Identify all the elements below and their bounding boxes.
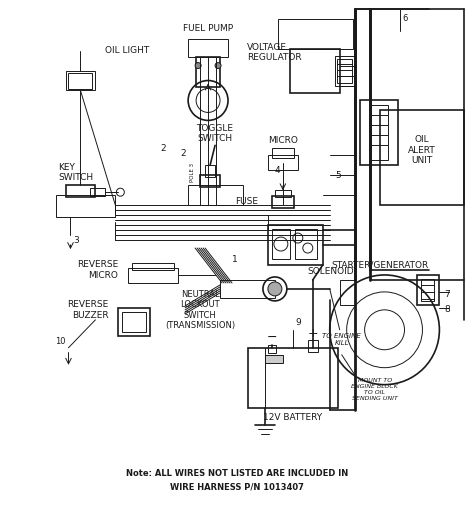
Bar: [91, 188, 105, 196]
Bar: [205, 165, 215, 177]
Bar: [188, 185, 243, 205]
Text: −: −: [267, 332, 277, 344]
Text: MOUNT TO
ENGINE BLOCK
TO OIL
SENDING UNIT: MOUNT TO ENGINE BLOCK TO OIL SENDING UNI…: [351, 379, 398, 401]
Text: KEY
SWITCH: KEY SWITCH: [58, 163, 94, 182]
Text: STARTER/GENERATOR: STARTER/GENERATOR: [331, 261, 428, 269]
Bar: [265, 355, 283, 363]
Text: REVERSE
MICRO: REVERSE MICRO: [77, 260, 118, 280]
Text: 3: 3: [73, 236, 79, 244]
Text: 6: 6: [403, 14, 408, 23]
Text: REVERSE
BUZZER: REVERSE BUZZER: [67, 300, 109, 320]
Bar: [200, 175, 220, 187]
Bar: [118, 308, 150, 336]
Bar: [272, 229, 290, 259]
Text: +: +: [308, 327, 318, 340]
Bar: [65, 185, 95, 197]
Text: 12V BATTERY: 12V BATTERY: [263, 413, 322, 422]
Text: OIL LIGHT: OIL LIGHT: [105, 46, 150, 55]
Circle shape: [215, 63, 221, 68]
Text: POLE 3: POLE 3: [190, 163, 195, 182]
Text: 2: 2: [160, 144, 166, 153]
Bar: [421, 279, 434, 301]
Bar: [268, 345, 276, 353]
Text: 10: 10: [55, 337, 66, 346]
Bar: [248, 348, 337, 408]
Text: SOLENOID: SOLENOID: [308, 267, 355, 277]
Bar: [268, 225, 323, 265]
Text: Note: ALL WIRES NOT LISTED ARE INCLUDED IN: Note: ALL WIRES NOT LISTED ARE INCLUDED …: [126, 469, 348, 478]
Bar: [337, 59, 352, 82]
Text: TO ENGINE
KILL: TO ENGINE KILL: [322, 333, 361, 346]
Text: FUEL PUMP: FUEL PUMP: [183, 24, 233, 33]
Text: FUSE: FUSE: [235, 197, 258, 206]
Text: NEUTRAL
LOCKOUT
SWITCH
(TRANSMISSION): NEUTRAL LOCKOUT SWITCH (TRANSMISSION): [165, 290, 235, 330]
Circle shape: [195, 63, 201, 68]
Bar: [335, 55, 355, 85]
Bar: [196, 56, 220, 87]
Bar: [295, 229, 317, 259]
Bar: [290, 49, 340, 93]
Bar: [380, 110, 465, 205]
Bar: [272, 196, 294, 208]
Text: TOGGLE
SWITCH: TOGGLE SWITCH: [197, 124, 234, 143]
Bar: [360, 100, 398, 165]
Text: OIL
ALERT
UNIT: OIL ALERT UNIT: [408, 135, 435, 165]
Bar: [128, 268, 178, 283]
Text: 7: 7: [445, 291, 450, 299]
Bar: [65, 70, 95, 91]
Text: VOLTAGE
REGULATOR: VOLTAGE REGULATOR: [247, 43, 301, 62]
Text: MICRO: MICRO: [268, 136, 298, 145]
Circle shape: [268, 282, 282, 296]
Bar: [340, 280, 355, 305]
Text: 9: 9: [295, 319, 301, 327]
Bar: [272, 148, 294, 159]
Bar: [370, 106, 388, 160]
Bar: [69, 73, 92, 89]
Text: 2: 2: [180, 149, 186, 158]
Bar: [220, 280, 275, 298]
Text: 4: 4: [274, 166, 280, 175]
Bar: [278, 19, 353, 49]
Bar: [122, 312, 146, 332]
Text: 1: 1: [232, 255, 238, 265]
Bar: [275, 190, 291, 197]
Bar: [268, 155, 298, 170]
Bar: [55, 195, 115, 217]
Bar: [418, 275, 439, 305]
Text: 5: 5: [335, 171, 341, 180]
Bar: [188, 39, 228, 56]
Bar: [308, 340, 318, 352]
Text: 8: 8: [445, 305, 450, 314]
Text: WIRE HARNESS P/N 1013407: WIRE HARNESS P/N 1013407: [170, 483, 304, 492]
Bar: [132, 263, 174, 270]
